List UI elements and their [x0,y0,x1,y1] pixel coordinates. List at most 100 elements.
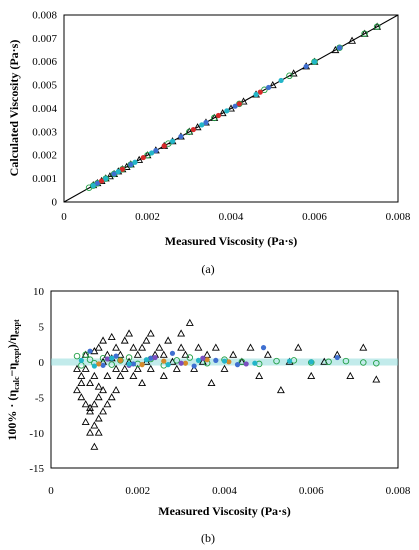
data-point-triangle [116,371,125,379]
data-point-triangle [99,336,108,344]
data-point-triangle [73,364,81,372]
data-point-triangle [239,97,248,105]
data-point-dot [130,361,137,367]
chart-a-y-tick: 0.004 [32,103,57,115]
data-point-circle [94,180,101,187]
data-point-triangle [81,400,90,408]
data-point-triangle [207,378,216,387]
data-point-dot [234,362,241,368]
data-point-circle [261,86,268,94]
chart-b-y-tick: 5 [39,322,45,334]
data-point-triangle [331,45,340,54]
data-point-triangle [90,421,99,429]
data-point-triangle [107,393,116,401]
chart-b-y-tick: 10 [33,286,45,298]
data-point-triangle [194,343,203,351]
data-point-triangle [81,364,90,372]
data-point-triangle [185,318,194,326]
data-point-circle [286,72,293,80]
data-point-dot [117,357,123,363]
data-point-dot [226,359,232,365]
chart-b-x-tick: 0.004 [212,485,237,497]
data-point-dot [165,362,171,368]
chart-b-y-label-part: 100% · (η [5,390,19,441]
data-point-dot [224,108,230,114]
data-point-triangle [263,350,272,358]
data-point-dot [236,101,242,107]
chart-b-y-label-part: −η [5,363,19,377]
data-point-triangle [181,350,190,358]
data-point-circle [186,354,194,361]
data-point-triangle [218,109,227,117]
data-point-circle [273,357,280,365]
data-point-triangle [94,343,103,351]
data-point-triangle [86,428,95,436]
data-point-dot [104,356,110,362]
data-point-dot [128,162,134,168]
chart-a-y-axis-label: Calculated Viscosity (Pa·s) [7,40,21,177]
data-point-dot [190,126,197,133]
data-point-dot [132,159,138,165]
data-point-dot [161,358,167,364]
chart-a-y-tick: 0.008 [32,10,57,22]
data-point-triangle [99,407,108,415]
data-point-dot [115,169,121,175]
chart-b-x-axis-label: Measured Viscosity (Pa·s) [158,504,290,518]
data-point-triangle [164,336,173,344]
chart-b-x-ticks: 0 0.002 0.004 0.006 0.008 [48,485,411,497]
data-point-triangle [348,36,357,44]
data-point-dot [100,362,106,368]
data-point-triangle [112,364,121,372]
data-point-dot [153,147,159,154]
chart-b-y-tick: 0 [39,357,45,369]
data-point-circle [342,357,350,365]
data-point-dot [213,357,219,363]
data-point-triangle [112,385,121,394]
data-point-dot [78,357,84,363]
data-point-dot [109,355,115,361]
data-point-dot [253,91,259,98]
data-point-triangle [94,393,103,401]
data-point-triangle [77,378,86,387]
data-point-dot [119,166,126,172]
data-point-triangle [138,343,147,351]
data-point-circle [373,23,381,30]
data-point-dot [139,362,145,368]
data-point-circle [86,356,94,363]
data-point-dot [126,361,132,367]
data-point-dot [143,357,150,363]
data-point-dot [140,154,146,161]
data-point-dot [195,357,202,363]
chart-b-panel-label: (b) [201,531,215,545]
data-point-triangle [120,336,129,344]
chart-b-y-label-sub: calc [12,376,21,390]
data-point-dot [215,112,222,119]
chart-a-y-tick: 0.003 [32,126,57,138]
data-point-triangle [73,385,81,394]
data-point-dot [334,354,340,361]
data-point-triangle [77,371,86,379]
data-point-triangle [211,343,220,351]
chart-a-y-tick: 0.001 [32,173,57,185]
data-point-circle [127,161,135,168]
data-point-triangle [135,155,144,163]
data-point-circle [211,114,218,122]
data-point-dot [191,363,197,369]
data-point-triangle [90,400,99,408]
data-point-circle [325,358,332,366]
data-point-triangle [129,343,138,351]
data-point-dot [257,89,263,95]
chart-a-x-tick: 0.004 [219,211,244,223]
chart-a-x-ticks: 0 0.002 0.004 0.006 0.008 [61,211,411,223]
data-point-dot [203,119,209,126]
data-point-circle [373,359,380,367]
data-point-circle [236,100,243,108]
chart-a-x-tick: 0 [61,211,67,223]
data-point-triangle [159,371,168,379]
data-point-dot [260,345,267,351]
data-point-dot [232,103,238,109]
data-point-circle [108,361,115,368]
data-point-triangle [112,343,121,351]
data-point-triangle [220,364,229,372]
data-point-triangle [246,343,255,351]
